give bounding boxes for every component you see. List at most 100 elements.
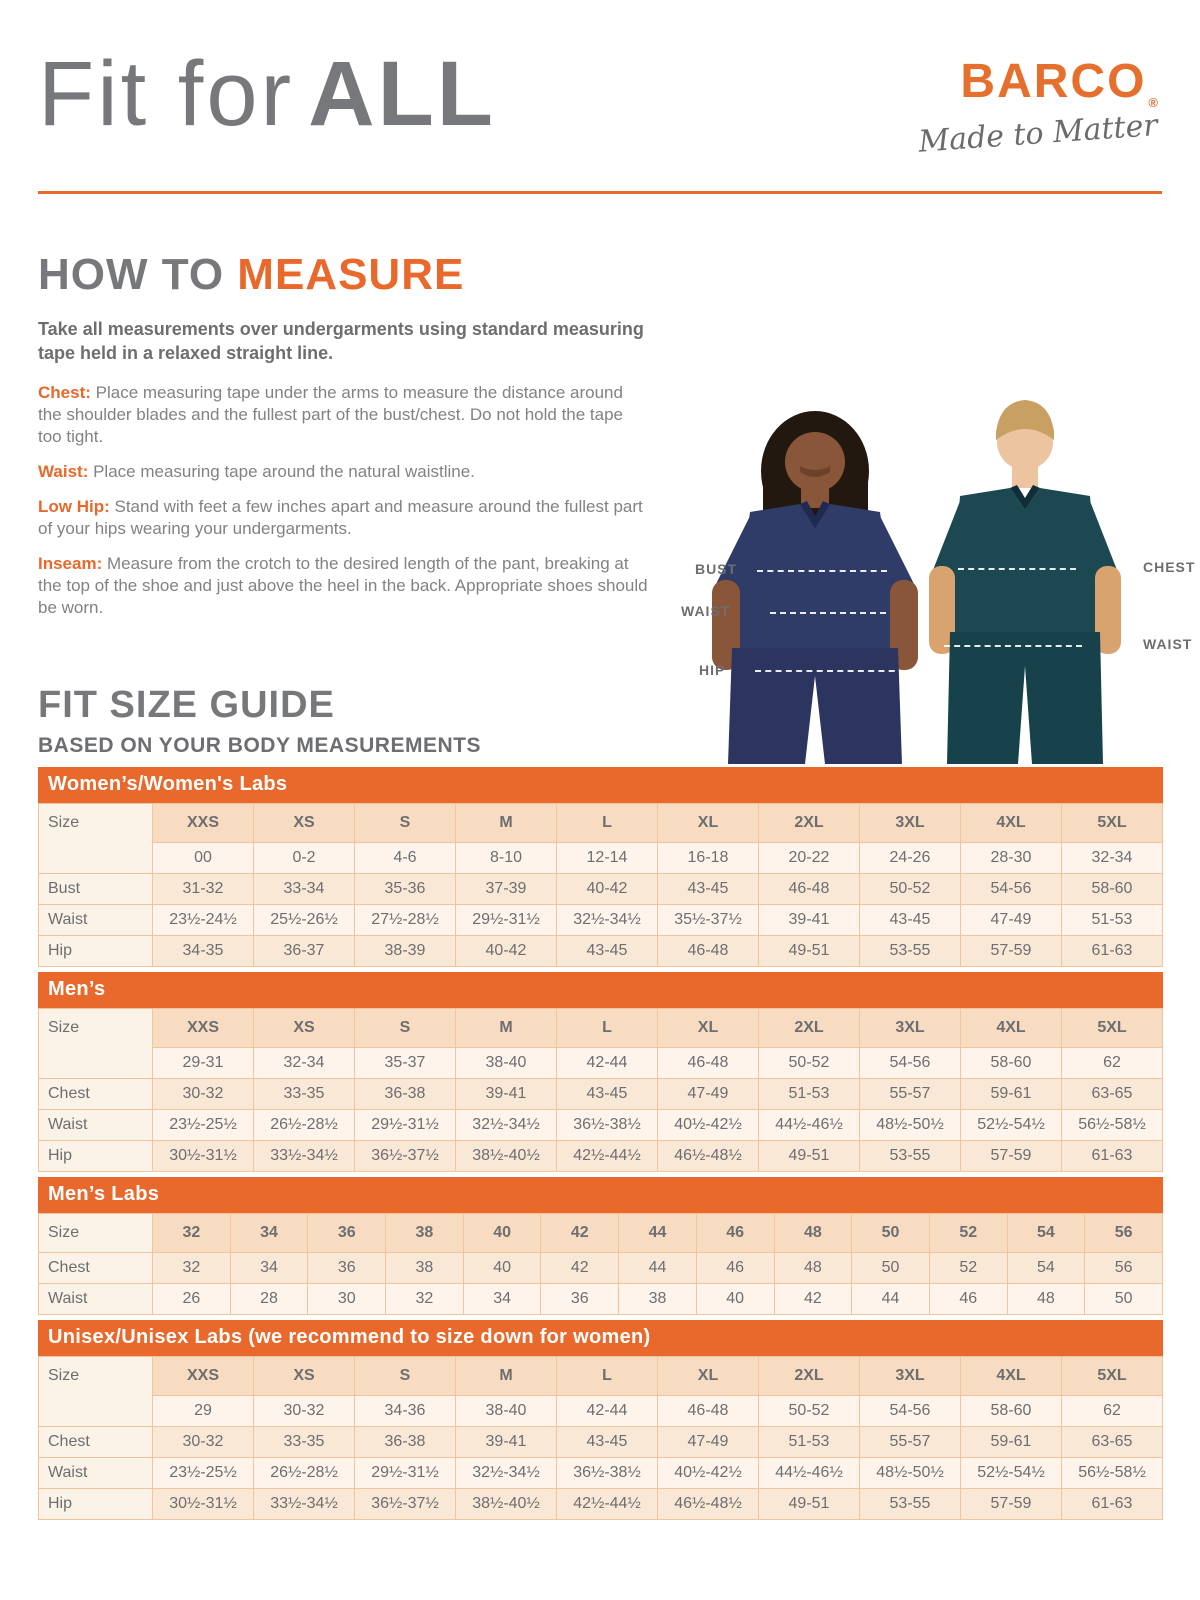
measurement-row-label: Chest [38,1078,153,1110]
measurement-cell: 36-38 [354,1426,456,1458]
measurement-cell: 56½-58½ [1061,1457,1163,1489]
measure-step: Waist: Place measuring tape around the n… [38,461,475,481]
measurement-cell: 48½-50½ [859,1457,961,1489]
barco-logo: BARCO ® Made to Matter [918,55,1159,160]
size-header-cell: 5XL [1061,1356,1163,1396]
measurement-cell: 43-45 [657,873,759,905]
hip-measure-line [755,670,905,672]
numeric-size-cell: 42-44 [556,1047,658,1079]
numeric-size-cell: 46-48 [657,1395,759,1427]
numeric-size-cell: 62 [1061,1047,1163,1079]
measurement-cell: 32½-34½ [455,1457,557,1489]
models-photo: BUST WAIST HIP CHEST WAIST [650,376,1200,764]
numeric-size-cell: 32-34 [253,1047,355,1079]
size-header-cell: 2XL [758,1356,860,1396]
measurement-cell: 36½-37½ [354,1488,456,1520]
measurement-row-label: Hip [38,1140,153,1172]
measurement-cell: 52½-54½ [960,1109,1062,1141]
brand-name: BARCO [960,55,1147,108]
size-header-cell: M [455,1008,557,1048]
size-header-cell: XXS [152,1356,254,1396]
chest-label: CHEST [1143,559,1196,575]
size-header-cell: XXS [152,1008,254,1048]
barco-wordmark: BARCO ® [918,55,1158,110]
size-header-cell: 3XL [859,1356,961,1396]
size-header-cell: 42 [540,1213,620,1253]
measurement-cell: 50-52 [859,873,961,905]
numeric-size-cell: 28-30 [960,842,1062,874]
size-header-cell: 44 [618,1213,697,1253]
size-table: Men’s Labs Size 32 34 36 38 40 42 44 46 48 50 52 54 56… [38,1177,1163,1315]
measurement-row: Hip 30½-31½ 33½-34½ 36½-37½ 38½-40½ 42½-44½ 46… [38,1488,1163,1520]
size-header-cell: 5XL [1061,803,1163,843]
how-to-measure-heading: HOW TO MEASURE [38,250,650,300]
measurement-row: Waist 23½-24½ 25½-26½ 27½-28½ 29½-31½ 32½-34½… [38,904,1163,936]
numeric-size-cell: 16-18 [657,842,759,874]
measurement-cell: 30½-31½ [152,1488,254,1520]
waist-measure-line-right [944,645,1082,647]
size-header-cell: 40 [462,1213,542,1253]
size-header-row: Size XXS XS S M L XL 2XL 3XL 4XL 5XL [38,1008,1163,1079]
measurement-row: Chest 32 34 36 38 40 42 44 46 48 50 52 54 56 [38,1252,1163,1284]
size-chart-table: Size 32 34 36 38 40 42 44 46 48 50 52 54 56 Chest 32 34 3… [38,1213,1163,1315]
measurement-cell: 39-41 [455,1426,557,1458]
measurement-cell: 40-42 [455,935,557,967]
measurement-cell: 49-51 [758,1488,860,1520]
measurement-cell: 33½-34½ [253,1488,355,1520]
measurement-cell: 23½-25½ [152,1109,254,1141]
measurement-cell: 52½-54½ [960,1457,1062,1489]
measurement-cell: 31-32 [152,873,254,905]
measurement-row: Waist 26 28 30 32 34 36 38 40 42 44 46 48 50 [38,1283,1163,1315]
size-header-row: Size XXS XS S M L XL 2XL 3XL 4XL 5XL [38,803,1163,874]
measurement-cell: 40½-42½ [657,1457,759,1489]
measurement-cell: 28 [229,1283,309,1315]
numeric-size-cell: 46-48 [657,1047,759,1079]
measurement-cell: 38 [385,1252,464,1284]
measurement-cell: 47-49 [657,1078,759,1110]
size-header-cell: 3XL [859,1008,961,1048]
measurement-cell: 51-53 [758,1078,860,1110]
measure-steps: Chest: Place measuring tape under the ar… [38,382,650,620]
measurement-cell: 53-55 [859,1488,961,1520]
measurement-cell: 29½-31½ [354,1109,456,1141]
measurement-cell: 30-32 [152,1078,254,1110]
measurement-row-label: Waist [38,904,153,936]
measurement-cell: 42½-44½ [556,1488,658,1520]
measurement-cell: 46-48 [758,873,860,905]
measurement-cell: 23½-25½ [152,1457,254,1489]
size-header-cell: 52 [928,1213,1008,1253]
numeric-size-cell: 42-44 [556,1395,658,1427]
measurement-cell: 55-57 [859,1426,961,1458]
measurement-row-label: Chest [38,1426,153,1458]
measurement-cell: 50 [851,1252,930,1284]
size-header-cell: 4XL [960,803,1062,843]
measurement-cell: 38 [618,1283,697,1315]
page-title-bold: ALL [308,43,496,145]
measure-step-label: Inseam: [38,554,103,574]
measurement-row: Chest 30-32 33-35 36-38 39-41 43-45 47-49 51-53… [38,1078,1163,1110]
size-header-cell: 56 [1084,1213,1163,1253]
measurement-row-label: Hip [38,1488,153,1520]
measurement-cell: 37-39 [455,873,557,905]
measurement-cell: 47-49 [960,904,1062,936]
measurement-row-label: Waist [38,1109,153,1141]
numeric-size-cell: 32-34 [1061,842,1163,874]
numeric-size-cell: 34-36 [354,1395,456,1427]
heading-gray-part: HOW TO [38,250,225,299]
measurement-cell: 43-45 [556,1426,658,1458]
size-header-row: Size 32 34 36 38 40 42 44 46 48 50 52 54 56 [38,1213,1163,1253]
fit-size-guide-heading: FIT SIZE GUIDE [38,684,335,726]
numeric-size-cell: 35-37 [354,1047,456,1079]
size-row-label: Size [38,1356,153,1427]
measurement-cell: 40 [695,1283,775,1315]
numeric-size-cell: 12-14 [556,842,658,874]
size-header-cell: 50 [851,1213,930,1253]
size-header-cell: 4XL [960,1008,1062,1048]
measurement-cell: 51-53 [758,1426,860,1458]
registered-mark-icon: ® [1148,95,1160,110]
numeric-size-cell: 50-52 [758,1047,860,1079]
size-row-label: Size [38,1008,153,1079]
numeric-size-cell: 54-56 [859,1395,961,1427]
measurement-cell: 55-57 [859,1078,961,1110]
